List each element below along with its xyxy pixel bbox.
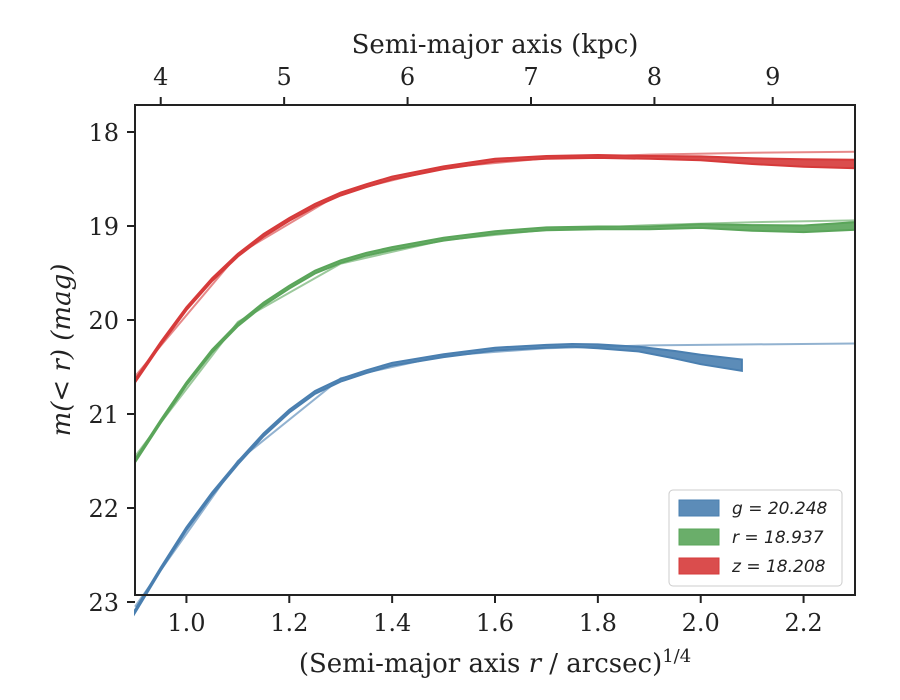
x-axis-title-var: r <box>529 649 543 679</box>
top-tick-label: 5 <box>277 63 292 91</box>
top-tick-label: 8 <box>647 63 662 91</box>
x-tick-label: 1.4 <box>373 609 411 637</box>
series-model-line-0 <box>134 342 856 608</box>
top-tick-label: 7 <box>523 63 538 91</box>
y-tick-label: 19 <box>88 213 119 241</box>
x-tick-label: 2.0 <box>682 609 720 637</box>
x-tick-label: 1.6 <box>476 609 514 637</box>
series-band-0 <box>134 342 743 617</box>
y-axis-title: m(< r) (mag) <box>47 264 77 437</box>
legend-label-0: g = 20.248 <box>732 499 828 519</box>
x-axis-title-main: (Semi-major axis <box>299 649 529 679</box>
x-axis-title-rest: / arcsec) <box>541 649 662 679</box>
x-tick-label: 1.8 <box>579 609 617 637</box>
legend: g = 20.248 r = 18.937 z = 18.208 <box>668 489 843 587</box>
x-axis-title-exponent: 1/4 <box>662 646 691 667</box>
x-axis-ticks: 1.0 1.2 1.4 1.6 1.8 2.0 2.2 <box>167 595 823 637</box>
y-tick-label: 20 <box>88 307 119 335</box>
legend-label-1: r = 18.937 <box>732 528 824 548</box>
y-tick-label: 18 <box>88 119 119 147</box>
y-tick-label: 21 <box>88 401 119 429</box>
y-tick-label: 23 <box>88 589 119 617</box>
top-tick-label: 9 <box>765 63 780 91</box>
legend-swatch-0 <box>678 499 720 517</box>
legend-label-2: z = 18.208 <box>731 557 826 577</box>
y-tick-label: 22 <box>88 495 119 523</box>
top-tick-label: 6 <box>400 63 415 91</box>
top-tick-label: 4 <box>153 63 168 91</box>
legend-swatch-2 <box>678 557 720 575</box>
x-tick-label: 1.2 <box>270 609 308 637</box>
x-tick-label: 1.0 <box>167 609 205 637</box>
top-axis-ticks: 4 5 6 7 8 9 <box>153 63 780 105</box>
y-axis-ticks: 18 19 20 21 22 23 <box>88 119 135 617</box>
x-axis-title: (Semi-major axis r / arcsec)1/4 <box>299 646 691 679</box>
top-axis-title: Semi-major axis (kpc) <box>352 30 639 60</box>
x-tick-label: 2.2 <box>784 609 822 637</box>
legend-swatch-1 <box>678 528 720 546</box>
